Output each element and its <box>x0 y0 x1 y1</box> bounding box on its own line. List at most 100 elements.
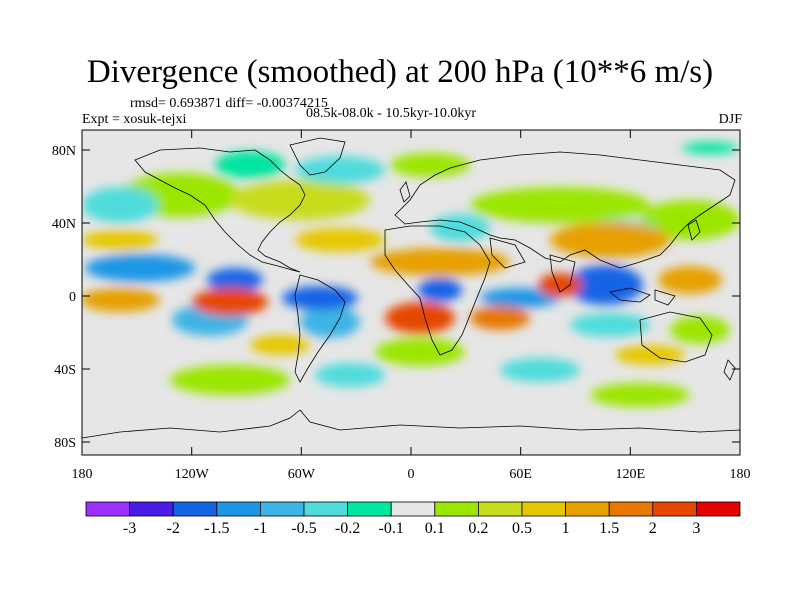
colorbar-swatch <box>216 501 261 517</box>
coastline-antarctica <box>82 409 740 439</box>
lon-label: 120E <box>616 467 646 482</box>
colorbar-swatch <box>390 501 436 517</box>
field-patch <box>82 288 160 312</box>
field-patch <box>85 254 195 282</box>
colorbar-swatch <box>565 501 610 517</box>
lat-axis <box>82 149 740 443</box>
field-patch <box>470 187 650 223</box>
field-patch <box>192 288 268 316</box>
lon-axis <box>81 130 741 455</box>
colorbar-label: 2 <box>649 520 657 537</box>
lat-label: 40S <box>54 363 76 378</box>
colorbar-swatch <box>85 501 130 517</box>
field-patch <box>370 248 510 276</box>
field-patch <box>615 345 685 365</box>
coastline-eurasia <box>394 151 736 269</box>
field-patch <box>538 273 582 297</box>
coastline-new-zealand <box>723 359 736 381</box>
colorbar-label: -1.5 <box>204 520 229 537</box>
field-patch <box>170 365 290 395</box>
colorbar-label: -0.2 <box>335 520 360 537</box>
coastlines <box>82 137 740 439</box>
coastline-arabia <box>489 237 526 269</box>
colorbar-label: 0.2 <box>468 520 488 537</box>
field-patch <box>570 313 650 337</box>
field-patch <box>282 286 358 310</box>
lat-label: 0 <box>69 290 76 305</box>
coastline-india <box>549 254 576 293</box>
colorbar-label: -3 <box>123 520 136 537</box>
lon-label: 180 <box>72 467 93 482</box>
colorbar-label: 0.5 <box>512 520 532 537</box>
field-patch <box>590 383 690 407</box>
lon-label: 60E <box>509 467 532 482</box>
colorbar-swatch <box>172 501 218 517</box>
experiment-label: Expt = xosuk-tejxi <box>82 112 187 127</box>
colorbar-label: -0.1 <box>379 520 404 537</box>
colorbar-swatch <box>129 501 174 517</box>
field-patch <box>300 306 360 338</box>
coastline-south-america <box>294 274 346 383</box>
colorbar: -3 -2 -1.5 -1 -0.5 -0.2 -0.1 0.1 0.2 0.5 1 1.5 2 3 <box>85 501 741 537</box>
field-patch <box>500 358 580 382</box>
colorbar-label: -2 <box>167 520 180 537</box>
colorbar-swatch <box>608 501 654 517</box>
field-patch <box>430 214 490 242</box>
field-patch <box>82 187 158 223</box>
lon-label: 0 <box>408 467 415 482</box>
period-label: 08.5k-08.0k - 10.5kyr-10.0kyr <box>306 106 477 121</box>
season-label: DJF <box>718 112 742 127</box>
stats-text: rmsd= 0.693871 diff= -0.00374215 <box>130 96 328 111</box>
colorbar-swatch <box>347 501 392 517</box>
field-patch <box>250 335 310 355</box>
colorbar-swatch <box>303 501 348 517</box>
field-patch <box>480 288 560 308</box>
field-patch <box>295 228 385 252</box>
field-patch <box>230 180 370 220</box>
field-patch <box>385 302 455 334</box>
field-patch <box>658 266 722 294</box>
field-patch <box>295 156 385 184</box>
colorbar-label: 0.1 <box>425 520 445 537</box>
lat-labels: 80N 40N 0 40S 80S <box>52 144 76 451</box>
field-patch <box>470 306 530 330</box>
colorbar-label: 1 <box>562 520 570 537</box>
field-patch <box>550 222 670 258</box>
colorbar-swatch <box>696 501 741 517</box>
field-patch <box>315 363 385 387</box>
lat-label: 80N <box>52 144 76 159</box>
field-patch <box>567 265 643 305</box>
coastline-indonesia <box>609 287 676 306</box>
colorbar-swatch <box>521 501 566 517</box>
lat-label: 80S <box>54 436 76 451</box>
coastline-australia <box>639 311 713 363</box>
coastline-japan <box>687 219 701 241</box>
coastline-greenland <box>289 137 346 176</box>
colorbar-label: 1.5 <box>599 520 619 537</box>
colorbar-swatch <box>477 501 523 517</box>
coastline-uk <box>399 181 411 203</box>
field-patch <box>390 153 470 177</box>
field-patch <box>682 142 738 154</box>
lat-label: 40N <box>52 217 76 232</box>
colorbar-label: -1 <box>254 520 267 537</box>
divergence-field <box>82 142 740 407</box>
field-patch <box>375 338 465 366</box>
field-patch <box>640 200 740 240</box>
plot-title: Divergence (smoothed) at 200 hPa (10**6 … <box>86 54 714 90</box>
colorbar-label: 3 <box>692 520 700 537</box>
colorbar-swatch <box>652 501 697 517</box>
map-panel <box>81 129 741 456</box>
colorbar-swatch <box>434 501 479 517</box>
lon-label: 120W <box>175 467 210 482</box>
lon-label: 180 <box>730 467 751 482</box>
field-patch <box>670 316 730 344</box>
field-patch <box>207 268 263 292</box>
coastline-africa <box>384 225 491 356</box>
colorbar-label: -0.5 <box>291 520 316 537</box>
lon-label: 60W <box>288 467 316 482</box>
field-patch <box>418 278 462 302</box>
colorbar-swatch <box>259 501 305 517</box>
coastline-north-america <box>134 147 306 273</box>
